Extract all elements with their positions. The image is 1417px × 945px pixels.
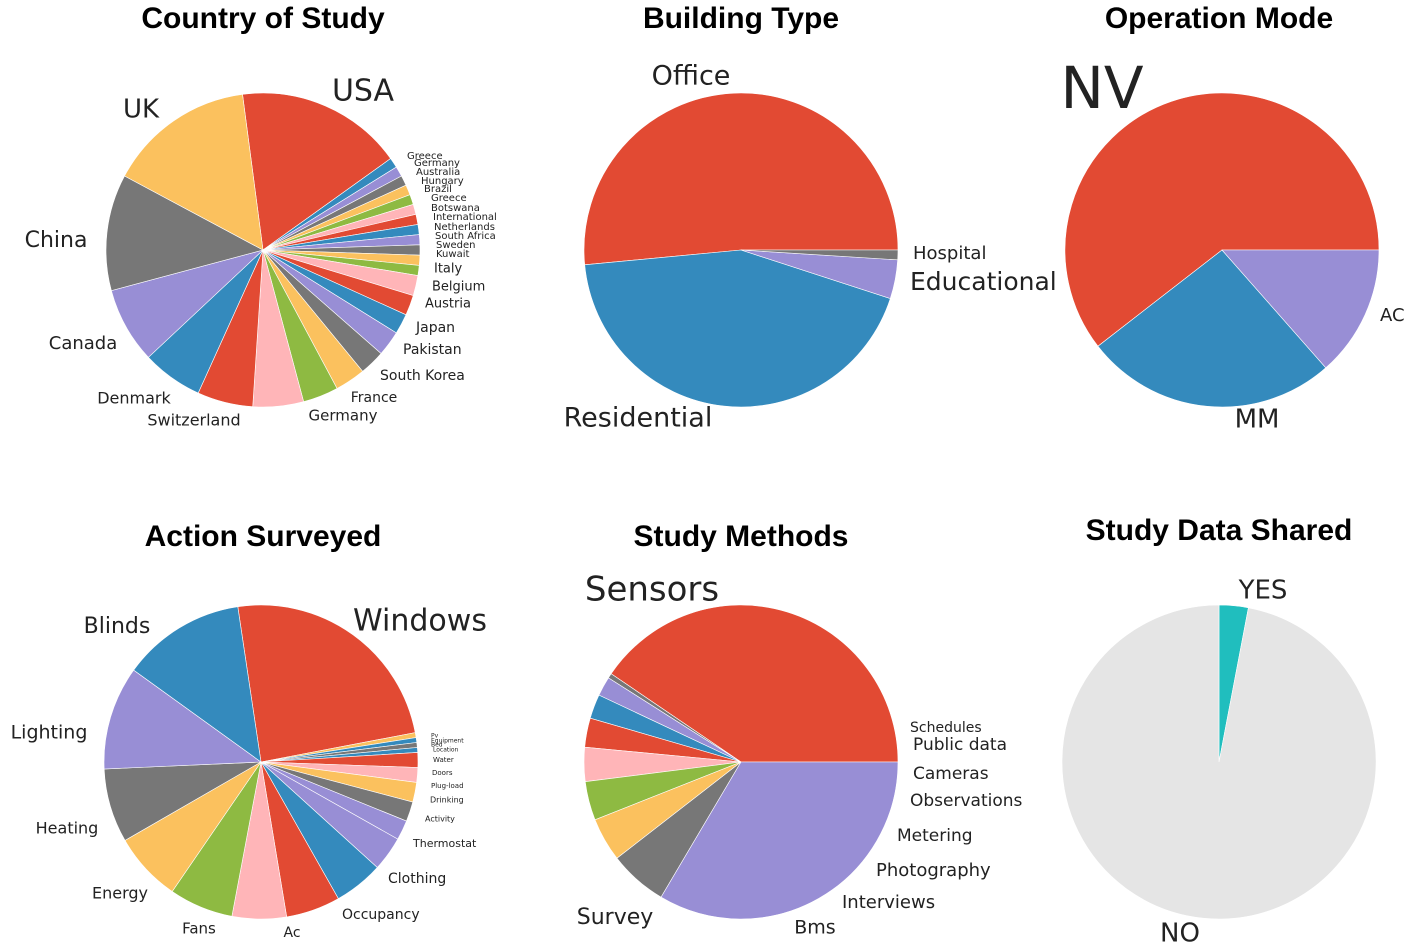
chart-title: Country of Study bbox=[141, 2, 385, 35]
slice-label-belgium: Belgium bbox=[432, 280, 485, 295]
slice-label-australia: Australia bbox=[416, 167, 460, 178]
slice-residential bbox=[584, 249, 891, 408]
slice-label-ac: AC bbox=[1380, 305, 1405, 326]
slice-label-austria: Austria bbox=[425, 297, 471, 312]
slice-label-blinds: Blinds bbox=[84, 614, 151, 639]
slice-label-residential: Residential bbox=[564, 403, 713, 434]
slice-label-doors: Doors bbox=[432, 769, 453, 777]
slice-label-lighting: Lighting bbox=[11, 722, 88, 744]
slice-no bbox=[1061, 604, 1377, 920]
slice-label-interviews: Interviews bbox=[842, 892, 935, 913]
slice-label-usa: USA bbox=[332, 74, 395, 109]
slice-label-hospital: Hospital bbox=[913, 243, 986, 264]
slice-sensors bbox=[610, 604, 899, 763]
slice-label-ac: Ac bbox=[283, 925, 300, 941]
slice-label-canada: Canada bbox=[49, 333, 118, 354]
slice-label-hungary: Hungary bbox=[421, 176, 464, 187]
slice-label-denmark: Denmark bbox=[97, 389, 171, 408]
slice-label-survey: Survey bbox=[577, 905, 654, 930]
slice-label-no: NO bbox=[1160, 919, 1200, 945]
slice-label-fans: Fans bbox=[182, 920, 216, 938]
chart-title: Study Data Shared bbox=[1086, 514, 1353, 547]
slice-label-sweden: Sweden bbox=[436, 240, 476, 251]
slice-survey bbox=[660, 761, 899, 920]
slice-label-kuwait: Kuwait bbox=[436, 249, 469, 260]
slice-label-france: France bbox=[351, 390, 398, 406]
slice-mm bbox=[1097, 249, 1327, 408]
chart-title: Action Surveyed bbox=[145, 520, 382, 553]
slice-uk bbox=[124, 94, 264, 251]
slice-label-bms: Bms bbox=[794, 917, 835, 939]
slice-nv bbox=[1064, 92, 1380, 347]
slice-usa bbox=[242, 92, 392, 251]
slice-label-thermostat: Thermostat bbox=[412, 837, 477, 850]
slice-label-pakistan: Pakistan bbox=[403, 342, 462, 358]
slice-label-public-data: Public data bbox=[913, 735, 1007, 755]
slice-label-activity: Activity bbox=[425, 815, 455, 824]
chart-study-data-shared: YES NO Study Data Shared bbox=[1061, 514, 1377, 945]
slice-label-photography: Photography bbox=[876, 860, 991, 881]
slice-label-yes: YES bbox=[1238, 576, 1288, 606]
chart-title: Operation Mode bbox=[1105, 2, 1333, 35]
slice-label-south-africa: South Africa bbox=[435, 231, 496, 242]
slice-label-cameras: Cameras bbox=[913, 764, 989, 784]
slice-label-south-korea: South Korea bbox=[380, 368, 465, 384]
slice-label-brazil: Brazil bbox=[424, 184, 452, 195]
slice-label-mm: MM bbox=[1235, 405, 1280, 435]
slice-windows bbox=[237, 604, 416, 763]
slice-label-occupancy: Occupancy bbox=[342, 907, 420, 923]
slice-label-germany: Germany bbox=[414, 158, 460, 169]
slice-label-uk: UK bbox=[123, 95, 160, 125]
slice-label-metering: Metering bbox=[897, 826, 973, 846]
slice-label-heating: Heating bbox=[36, 819, 99, 838]
slice-label-equipment: Equipment bbox=[431, 738, 464, 745]
slice-label-switzerland: Switzerland bbox=[147, 411, 240, 430]
slice-label-water: Water bbox=[433, 756, 454, 764]
slice-label-plug-load: Plug-load bbox=[431, 782, 464, 790]
slice-label-international: International bbox=[433, 212, 497, 223]
slice-label-observations: Observations bbox=[910, 791, 1023, 811]
slice-label-china: China bbox=[25, 228, 88, 253]
slice-label-botswana: Botswana bbox=[431, 203, 480, 214]
slice-china bbox=[105, 175, 264, 291]
slice-label-greece: Greece bbox=[431, 193, 467, 204]
slice-label-schedules: Schedules bbox=[910, 720, 982, 736]
slice-label-italy: Italy bbox=[434, 262, 463, 277]
chart-building-type: Office Residential Educational Hospital Buil… bbox=[564, 2, 1057, 434]
slice-label-clothing: Clothing bbox=[388, 871, 446, 887]
chart-country-of-study: USAGreeceGermanyAustraliaHungaryBrazilGr… bbox=[25, 2, 497, 430]
slice-label-windows: Windows bbox=[353, 604, 487, 639]
slice-label-drinking: Drinking bbox=[430, 796, 464, 805]
slice-label-energy: Energy bbox=[92, 884, 148, 903]
slice-label-japan: Japan bbox=[415, 320, 455, 336]
slice-label-location: Location bbox=[433, 747, 459, 754]
slice-label-netherlands: Netherlands bbox=[434, 222, 495, 233]
slice-hospital bbox=[740, 249, 899, 261]
slice-label-nv: NV bbox=[1060, 54, 1143, 122]
slice-label-pv: Pv bbox=[431, 733, 439, 740]
slice-office bbox=[583, 92, 899, 266]
slice-label-educational: Educational bbox=[910, 267, 1057, 296]
slice-label-office: Office bbox=[652, 61, 731, 92]
slice-label-germany: Germany bbox=[309, 407, 378, 425]
slice-ac bbox=[1221, 249, 1380, 369]
slice-label-greece: Greece bbox=[407, 151, 443, 162]
chart-operation-mode: NV MM AC Operation Mode bbox=[1060, 2, 1404, 435]
slice-blinds bbox=[133, 606, 262, 763]
chart-title: Building Type bbox=[643, 2, 839, 35]
slice-label-bed: Bed bbox=[431, 742, 443, 749]
chart-title: Study Methods bbox=[634, 520, 849, 553]
slice-label-sensors: Sensors bbox=[585, 570, 719, 610]
slice-lighting bbox=[103, 669, 262, 770]
